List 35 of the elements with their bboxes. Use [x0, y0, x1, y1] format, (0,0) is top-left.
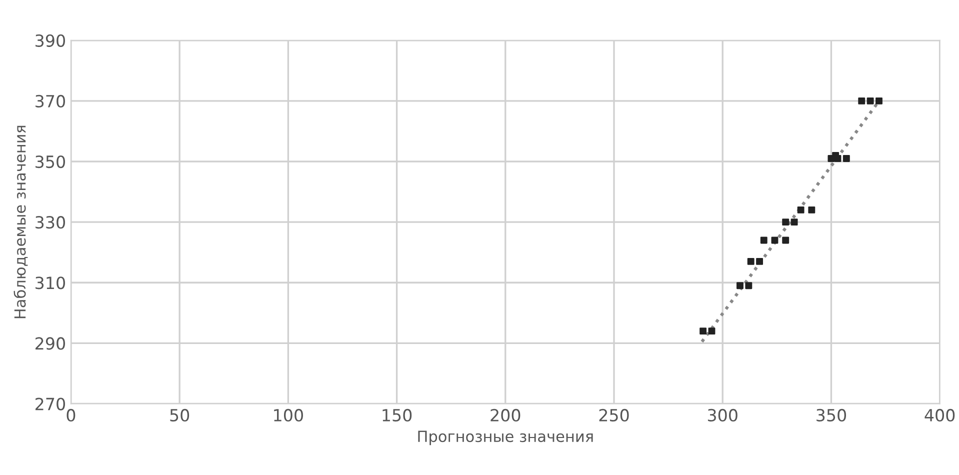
point	[782, 218, 790, 226]
point	[842, 155, 850, 162]
x-tick-label: 100	[274, 408, 303, 422]
point	[736, 282, 744, 290]
point	[700, 328, 707, 335]
x-tick-label: 200	[490, 408, 520, 422]
x-tick-label: 400	[924, 408, 955, 422]
point	[708, 328, 716, 335]
y-tick-label: 370	[36, 94, 65, 108]
x-tick-label: 250	[599, 408, 629, 422]
y-tick-label: 270	[36, 398, 65, 410]
y-axis-title: Наблюдаемые значения	[14, 126, 28, 318]
point	[866, 97, 874, 104]
point	[745, 282, 752, 290]
y-tick-label: 350	[36, 155, 65, 168]
point	[782, 236, 790, 244]
point	[760, 236, 768, 244]
x-tick-label: 0	[66, 408, 76, 422]
point	[756, 258, 764, 265]
point	[858, 97, 866, 104]
point	[808, 206, 816, 214]
x-tick-label: 350	[816, 408, 846, 422]
point	[876, 97, 882, 104]
y-tick-label: 390	[36, 34, 65, 47]
y-tick-label: 330	[36, 216, 65, 229]
point	[797, 206, 804, 214]
point	[771, 236, 778, 244]
x-axis-title: Прогнозные значения	[418, 430, 593, 446]
y-tick-label: 310	[36, 276, 65, 290]
x-tick-label: 50	[170, 408, 190, 422]
point	[790, 218, 798, 226]
point	[747, 258, 754, 265]
x-tick-label: 150	[382, 408, 412, 422]
x-tick-label: 300	[708, 408, 738, 422]
y-tick-label: 290	[36, 337, 65, 350]
